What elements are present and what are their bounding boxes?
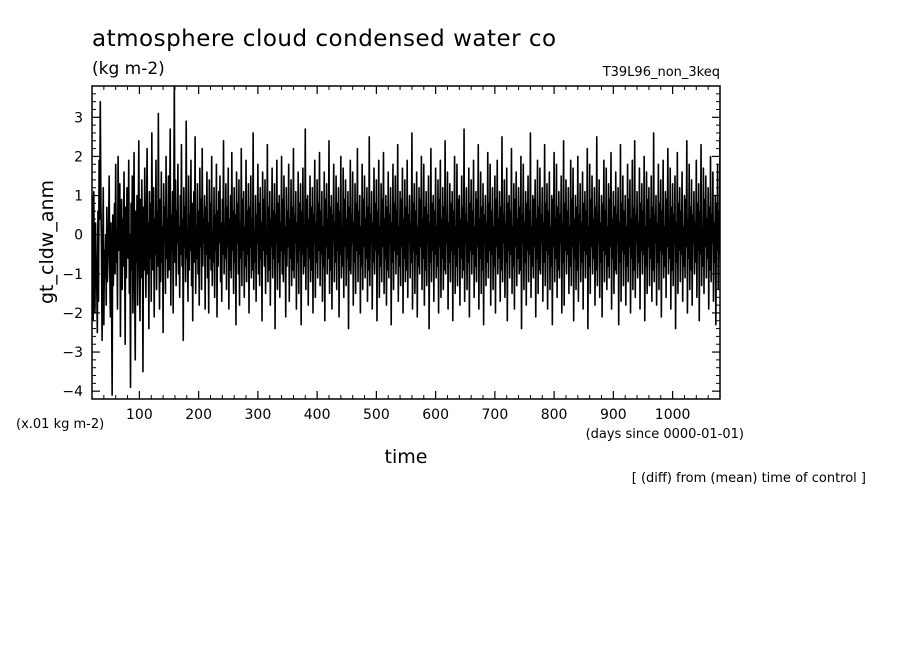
x-tick-label: 400: [304, 407, 331, 423]
y-tick-label: 3: [74, 110, 83, 126]
x-tick-label: 700: [482, 407, 509, 423]
x-tick-label: 900: [600, 407, 627, 423]
x-tick-label: 100: [126, 407, 153, 423]
series-layer: [92, 86, 720, 396]
y-tick-label: 1: [74, 189, 83, 205]
x-axis-title: time: [385, 446, 428, 468]
x-tick-label: 300: [245, 407, 272, 423]
y-scale-note: (x.01 kg m-2): [16, 417, 104, 432]
y-axis-title: gt_cldw_anm: [36, 180, 58, 304]
x-axis-units: (days since 0000-01-01): [586, 427, 744, 442]
plot-area: 100 200 300 400 500 600 700 800 900 1000 −4 −3 −2 −1…: [62, 85, 721, 423]
chart-units: (kg m-2): [92, 59, 165, 79]
y-tick-label: 0: [74, 228, 83, 244]
y-tick-label: −1: [62, 267, 83, 283]
y-axis: −4 −3 −2 −1 0 1 2 3: [62, 110, 720, 400]
x-tick-label: 200: [185, 407, 212, 423]
x-tick-label: 800: [541, 407, 568, 423]
x-tick-label: 500: [363, 407, 390, 423]
x-tick-label: 1000: [655, 407, 691, 423]
run-label: T39L96_non_3keq: [602, 65, 720, 80]
series-line-1: [92, 86, 720, 396]
y-tick-label: −2: [62, 306, 83, 322]
y-tick-label: −4: [62, 384, 83, 400]
y-tick-label: 2: [74, 149, 83, 165]
x-tick-label: 600: [422, 407, 449, 423]
y-tick-label: −3: [62, 345, 83, 361]
footnote: [ (diff) from (mean) time of control ]: [632, 471, 866, 486]
x-axis: 100 200 300 400 500 600 700 800 900 1000: [126, 86, 690, 423]
chart-title: atmosphere cloud condensed water co: [92, 26, 557, 52]
